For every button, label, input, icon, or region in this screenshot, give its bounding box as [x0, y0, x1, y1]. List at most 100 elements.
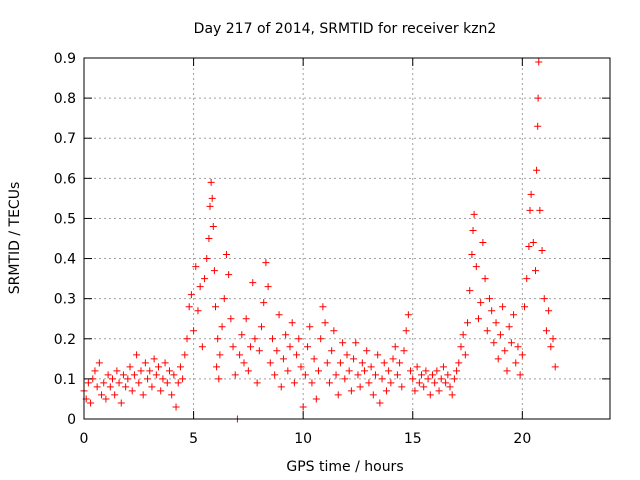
data-point — [192, 263, 200, 271]
data-point — [387, 379, 395, 387]
data-point — [398, 383, 406, 391]
data-point — [527, 190, 535, 198]
data-point — [365, 379, 373, 387]
data-point — [525, 243, 533, 251]
data-point — [350, 355, 358, 363]
data-point — [271, 371, 279, 379]
data-point — [165, 367, 173, 375]
y-tick-label: 0.8 — [54, 91, 76, 107]
data-point — [133, 351, 141, 359]
data-point — [529, 239, 537, 247]
data-point — [146, 367, 154, 375]
data-point — [413, 363, 421, 371]
data-point — [100, 379, 108, 387]
data-point — [339, 339, 347, 347]
x-axis-label: GPS time / hours — [286, 459, 403, 475]
data-point — [170, 371, 178, 379]
y-tick-label: 0.3 — [54, 292, 76, 308]
data-point — [325, 379, 333, 387]
y-tick-label: 0.7 — [54, 131, 76, 147]
data-point — [453, 367, 461, 375]
data-point — [240, 359, 248, 367]
data-point — [207, 178, 215, 186]
data-point — [130, 371, 138, 379]
data-point — [277, 383, 285, 391]
data-points — [80, 58, 559, 423]
data-point — [295, 335, 303, 343]
data-point — [461, 351, 469, 359]
data-point — [206, 202, 214, 210]
data-point — [208, 194, 216, 202]
data-point — [437, 375, 445, 383]
data-point — [336, 359, 344, 367]
data-point — [378, 375, 386, 383]
data-point — [382, 387, 390, 395]
data-point — [111, 391, 119, 399]
data-point — [369, 391, 377, 399]
data-point — [299, 403, 307, 411]
data-point — [542, 327, 550, 335]
data-point — [433, 367, 441, 375]
data-point — [264, 283, 272, 291]
y-tick-label: 0.1 — [54, 372, 76, 388]
data-point — [448, 391, 456, 399]
data-point — [159, 375, 167, 383]
data-point — [499, 303, 507, 311]
data-point — [321, 319, 329, 327]
data-point — [385, 367, 393, 375]
data-point — [422, 367, 430, 375]
data-point — [236, 351, 244, 359]
data-point — [534, 122, 542, 130]
data-point — [203, 255, 211, 263]
data-point — [361, 367, 369, 375]
data-point — [483, 327, 491, 335]
data-point — [468, 251, 476, 259]
data-point — [297, 363, 305, 371]
data-point — [526, 206, 534, 214]
data-point — [466, 287, 474, 295]
x-tick-label: 5 — [189, 431, 198, 447]
data-point — [442, 379, 450, 387]
data-point — [354, 371, 362, 379]
data-point — [139, 391, 147, 399]
data-point — [205, 235, 213, 242]
data-point — [389, 355, 397, 363]
data-point — [95, 359, 103, 367]
y-axis-label: SRMTID / TECUs — [7, 182, 23, 295]
data-point — [91, 367, 99, 375]
y-tick-label: 0.9 — [54, 51, 76, 67]
data-point — [124, 375, 132, 383]
data-point — [155, 363, 163, 371]
data-point — [229, 343, 237, 351]
data-point — [163, 379, 171, 387]
data-point — [402, 327, 410, 335]
data-point — [411, 387, 419, 395]
data-point — [536, 206, 544, 214]
data-point — [255, 347, 263, 355]
data-point — [268, 335, 276, 343]
data-point — [450, 375, 458, 383]
data-point — [523, 275, 531, 283]
data-point — [194, 307, 202, 315]
data-point — [152, 371, 160, 379]
data-point — [492, 319, 500, 327]
data-point — [470, 210, 478, 218]
y-tick-label: 0.2 — [54, 332, 76, 348]
data-point — [363, 347, 371, 355]
data-point — [174, 379, 182, 387]
data-point — [334, 391, 342, 399]
data-point — [475, 315, 482, 323]
data-point — [249, 279, 257, 287]
x-tick-label: 20 — [513, 431, 531, 447]
data-point — [185, 303, 193, 311]
data-point — [157, 387, 165, 395]
data-point — [481, 275, 489, 283]
data-point — [198, 343, 206, 351]
data-point — [213, 363, 221, 371]
data-point — [113, 367, 121, 375]
data-point — [488, 307, 496, 315]
data-point — [258, 323, 266, 331]
data-point — [485, 295, 493, 303]
data-point — [358, 359, 366, 367]
data-point — [531, 267, 539, 275]
